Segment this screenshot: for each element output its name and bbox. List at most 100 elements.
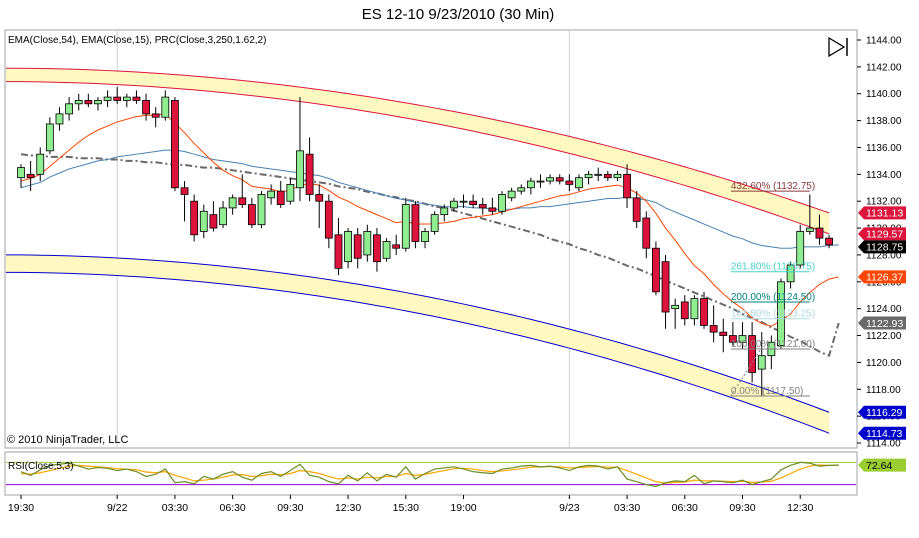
up-candle-body bbox=[536, 180, 545, 183]
price-marker-label: 1128.75 bbox=[866, 242, 903, 254]
candle bbox=[324, 194, 333, 249]
up-candle-body bbox=[382, 241, 391, 259]
candle bbox=[815, 214, 824, 245]
down-candle-body bbox=[488, 207, 497, 212]
candle bbox=[719, 318, 728, 353]
candle bbox=[603, 170, 612, 182]
price-marker-label: 1129.57 bbox=[866, 229, 903, 241]
candle bbox=[363, 224, 372, 262]
up-candle-body bbox=[584, 173, 593, 179]
up-candle-body bbox=[526, 180, 535, 189]
candle bbox=[623, 164, 631, 208]
candle bbox=[180, 181, 189, 222]
candle bbox=[17, 164, 25, 188]
down-candle-body bbox=[603, 173, 612, 179]
regression-line bbox=[20, 153, 840, 358]
candle bbox=[536, 174, 545, 188]
candle bbox=[315, 184, 324, 229]
candle bbox=[555, 174, 564, 185]
up-candle-body bbox=[199, 210, 208, 232]
price-marker-label: 1131.13 bbox=[866, 208, 903, 220]
time-tick-label: 19:30 bbox=[8, 502, 34, 514]
candle bbox=[805, 194, 814, 235]
fib-anchor-line bbox=[730, 348, 762, 397]
candle bbox=[526, 177, 535, 195]
down-candle-body bbox=[565, 180, 574, 185]
down-candle-body bbox=[305, 153, 314, 195]
down-candle-body bbox=[334, 234, 343, 269]
up-candle-body bbox=[777, 281, 785, 347]
candle bbox=[700, 291, 708, 329]
up-candle-body bbox=[459, 200, 468, 203]
down-candle-body bbox=[142, 100, 150, 115]
fib-level-label: 0.00% (1117.50) bbox=[731, 386, 803, 397]
price-tick-label: 1120.00 bbox=[866, 358, 902, 369]
up-candle-body bbox=[421, 231, 429, 242]
fib-level-label: 161.80% (1123.25) bbox=[731, 309, 815, 320]
time-tick-label: 12:30 bbox=[335, 502, 361, 514]
price-tick-label: 1140.00 bbox=[866, 89, 902, 100]
candle bbox=[478, 197, 487, 215]
candle bbox=[344, 228, 352, 269]
candle bbox=[113, 87, 122, 104]
candle bbox=[276, 181, 285, 208]
time-tick-label: 09:30 bbox=[729, 502, 755, 514]
candle bbox=[517, 184, 526, 195]
time-axis: 19:30 9/22 03:30 06:30 09:30 12:30 15:30 19:00 9… bbox=[8, 495, 814, 514]
copyright-text: © 2010 NinjaTrader, LLC bbox=[7, 434, 128, 446]
play-to-end-icon[interactable] bbox=[826, 36, 850, 58]
up-candle-body bbox=[286, 184, 295, 202]
candle bbox=[411, 201, 420, 249]
up-candle-body bbox=[228, 197, 237, 209]
up-candle-body bbox=[805, 227, 814, 232]
up-candle-body bbox=[122, 96, 131, 101]
price-marker: 72.64 bbox=[858, 458, 906, 472]
candle bbox=[459, 194, 468, 208]
price-tick-label: 1134.00 bbox=[866, 170, 902, 181]
candle bbox=[642, 211, 651, 259]
chart-title: ES 12-10 9/23/2010 (30 Min) bbox=[362, 6, 555, 23]
candle bbox=[421, 228, 429, 249]
price-marker: 1128.75 bbox=[858, 240, 906, 254]
fib-level-label: 261.80% (1126.75) bbox=[731, 262, 815, 273]
candle bbox=[334, 217, 343, 276]
price-marker: 1116.29 bbox=[858, 405, 906, 419]
candle bbox=[594, 167, 603, 182]
down-candle-body bbox=[151, 113, 160, 118]
down-candle-body bbox=[748, 335, 757, 373]
candle bbox=[286, 177, 295, 205]
down-candle-body bbox=[238, 197, 247, 205]
up-candle-body bbox=[344, 231, 352, 263]
price-tick-label: 1138.00 bbox=[866, 116, 902, 127]
channel-bands bbox=[6, 67, 830, 434]
price-marker: 1126.37 bbox=[858, 270, 906, 284]
candle bbox=[690, 295, 699, 326]
candle bbox=[257, 191, 266, 229]
candle bbox=[247, 197, 256, 229]
candle bbox=[171, 97, 179, 192]
candle bbox=[74, 93, 83, 111]
up-candle-body bbox=[55, 113, 64, 125]
candle bbox=[238, 174, 247, 208]
down-candle-body bbox=[209, 214, 218, 229]
time-tick-label: 06:30 bbox=[219, 502, 245, 514]
down-candle-body bbox=[478, 204, 487, 209]
time-tick-label: 9/22 bbox=[107, 502, 128, 514]
candle bbox=[190, 194, 199, 242]
candle bbox=[661, 254, 670, 329]
candle bbox=[209, 201, 218, 232]
down-candle-body bbox=[815, 227, 824, 239]
up-candle-body bbox=[401, 204, 410, 249]
up-candle-body bbox=[757, 355, 766, 370]
time-tick-label: 09:30 bbox=[277, 502, 303, 514]
down-candle-body bbox=[623, 173, 631, 199]
candle bbox=[546, 174, 554, 185]
up-candle-body bbox=[440, 207, 449, 216]
candle bbox=[680, 295, 689, 326]
fib-level-label: 100.00% (1121.00) bbox=[731, 339, 815, 350]
up-candle-body bbox=[546, 177, 554, 182]
up-candle-body bbox=[671, 304, 680, 310]
rsi-lines bbox=[6, 461, 856, 488]
price-tick-label: 1122.00 bbox=[866, 331, 902, 342]
